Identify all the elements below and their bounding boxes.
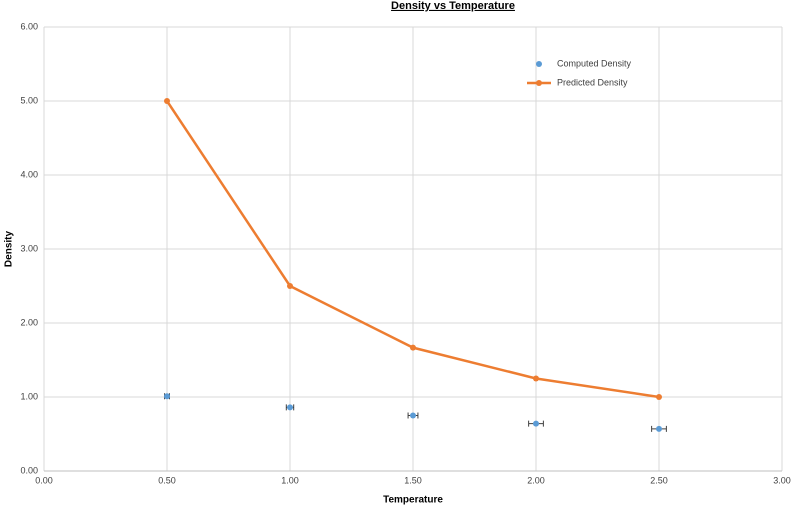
- line-marker: [533, 375, 539, 382]
- x-tick-label: 1.50: [404, 475, 422, 485]
- y-tick-label: 1.00: [20, 391, 38, 401]
- point: [533, 420, 539, 427]
- y-tick-label: 2.00: [20, 317, 38, 327]
- legend-label: Predicted Density: [557, 77, 628, 87]
- x-tick-label: 1.00: [281, 475, 299, 485]
- x-tick-label: 3.00: [773, 475, 791, 485]
- x-axis-title: Temperature: [383, 495, 443, 506]
- y-axis-title: Density: [4, 231, 15, 268]
- x-tick-label: 2.00: [527, 475, 545, 485]
- point: [410, 412, 416, 419]
- y-tick-label: 5.00: [20, 95, 38, 105]
- y-tick-label: 0.00: [20, 465, 38, 475]
- legend-marker: [536, 61, 542, 67]
- line-marker: [287, 283, 293, 289]
- line-marker: [656, 394, 662, 400]
- x-tick-label: 2.50: [650, 475, 668, 485]
- y-tick-label: 3.00: [20, 243, 38, 253]
- line-marker: [164, 98, 170, 104]
- x-tick-label: 0.50: [158, 475, 176, 485]
- x-tick-label: 0.00: [35, 475, 53, 485]
- y-tick-label: 6.00: [20, 21, 38, 31]
- y-tick-label: 4.00: [20, 169, 38, 179]
- line-marker: [410, 344, 416, 351]
- legend-label: Computed Density: [557, 58, 632, 68]
- point: [287, 404, 293, 411]
- point: [656, 425, 662, 432]
- legend-marker: [536, 80, 542, 86]
- point: [164, 393, 170, 400]
- chart-title: Density vs Temperature: [391, 0, 515, 12]
